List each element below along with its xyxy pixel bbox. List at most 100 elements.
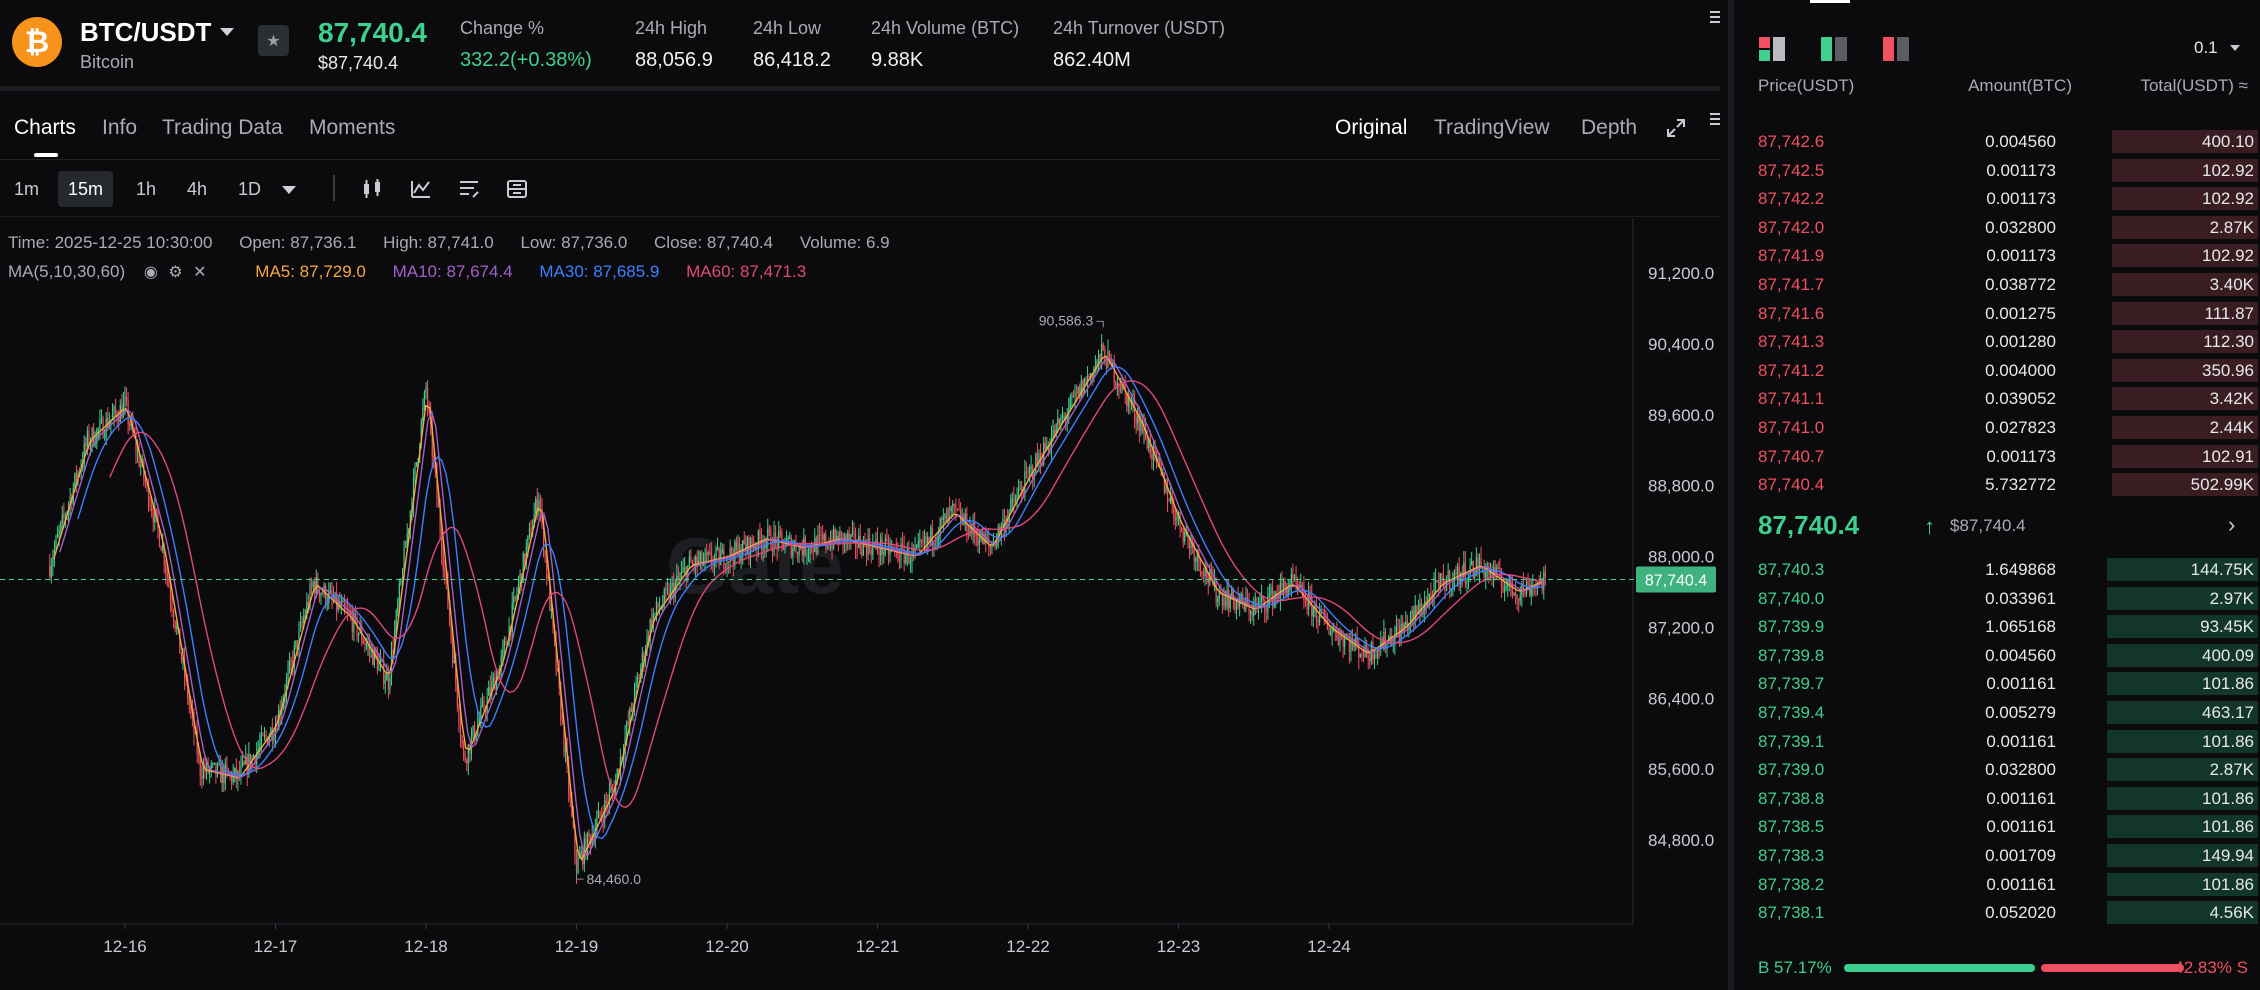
candle-body: [1218, 592, 1220, 599]
interval-dropdown-chevron-icon[interactable]: [282, 186, 296, 194]
more-menu-icon[interactable]: [1710, 8, 1722, 28]
ask-row[interactable]: 87,742.5 0.001173 102.92: [1734, 156, 2260, 185]
candle-body: [1193, 547, 1195, 562]
candle-body: [1157, 458, 1159, 460]
orderbook-asks-icon[interactable]: [1882, 36, 1910, 62]
candle-body: [836, 535, 838, 541]
candle-body: [1055, 424, 1057, 437]
favorite-star-button[interactable]: ★: [258, 25, 289, 56]
tab-moments[interactable]: Moments: [309, 116, 396, 139]
bid-row[interactable]: 87,739.7 0.001161 101.86: [1734, 669, 2260, 698]
candle-body: [268, 737, 270, 745]
candle-body: [314, 581, 316, 594]
candle-body: [1436, 580, 1438, 583]
candle-body: [912, 548, 915, 552]
bid-row[interactable]: 87,739.9 1.065168 93.45K: [1734, 612, 2260, 641]
bid-row[interactable]: 87,739.8 0.004560 400.09: [1734, 641, 2260, 670]
candle-body: [1369, 658, 1371, 662]
candle-body: [1159, 458, 1161, 466]
view-depth[interactable]: Depth: [1581, 116, 1638, 139]
price-chart[interactable]: Gate 91,200.0 90,400.0 89,600.0 88,800.0 88,0…: [0, 218, 1720, 990]
candle-body: [707, 552, 709, 555]
ask-row[interactable]: 87,741.9 0.001173 102.92: [1734, 241, 2260, 270]
bids-list: 87,740.3 1.649868 144.75K 87,740.0 0.033961 2…: [1734, 555, 2260, 927]
ask-row[interactable]: 87,741.7 0.038772 3.40K: [1734, 270, 2260, 299]
bid-row[interactable]: 87,738.3 0.001709 149.94: [1734, 841, 2260, 870]
bid-row[interactable]: 87,740.0 0.033961 2.97K: [1734, 584, 2260, 613]
candle-body: [365, 644, 368, 646]
ask-row[interactable]: 87,741.3 0.001280 112.30: [1734, 327, 2260, 356]
bid-row[interactable]: 87,739.4 0.005279 463.17: [1734, 698, 2260, 727]
indicators-icon[interactable]: [409, 177, 433, 201]
candle-body: [1243, 601, 1245, 611]
tab-info[interactable]: Info: [102, 116, 138, 139]
view-tradingview[interactable]: TradingView: [1434, 116, 1550, 139]
orderbook-both-icon[interactable]: [1758, 36, 1786, 62]
bid-row[interactable]: 87,739.1 0.001161 101.86: [1734, 727, 2260, 756]
candle-body: [231, 773, 233, 783]
candle-body: [55, 537, 57, 549]
candle-body: [215, 762, 217, 776]
candle-body: [431, 423, 433, 457]
candle-body: [409, 511, 411, 529]
candle-body: [903, 545, 905, 563]
ask-row[interactable]: 87,741.0 0.027823 2.44K: [1734, 413, 2260, 442]
bid-row[interactable]: 87,738.1 0.052020 4.56K: [1734, 898, 2260, 927]
chevron-down-icon[interactable]: [2230, 45, 2240, 51]
candle-body: [1314, 604, 1316, 608]
candle-body: [287, 670, 289, 680]
interval-15m[interactable]: 15m: [58, 171, 114, 207]
col-total[interactable]: Total(USDT) ≈: [2140, 76, 2248, 95]
candle-body: [1279, 582, 1282, 600]
ask-row[interactable]: 87,742.0 0.032800 2.87K: [1734, 213, 2260, 242]
interval-1m[interactable]: 1m: [14, 179, 40, 199]
candle-body: [807, 552, 810, 554]
candle-body: [1202, 574, 1205, 576]
candle-body: [1500, 579, 1503, 587]
candle-body: [1453, 572, 1456, 582]
chart-settings-icon[interactable]: [457, 177, 481, 201]
ask-row[interactable]: 87,741.2 0.004000 350.96: [1734, 356, 2260, 385]
eye-icon[interactable]: ◉: [143, 264, 158, 281]
gear-icon[interactable]: ⚙: [168, 264, 183, 281]
candle-body: [362, 641, 364, 644]
candle-body: [633, 687, 636, 709]
layout-icon[interactable]: [505, 177, 529, 201]
candlestick-icon[interactable]: [360, 177, 384, 201]
ask-row[interactable]: 87,740.4 5.732772 502.99K: [1734, 470, 2260, 499]
ask-row[interactable]: 87,742.6 0.004560 400.10: [1734, 127, 2260, 156]
ask-depth-bar: [2112, 301, 2258, 325]
view-original[interactable]: Original: [1335, 116, 1408, 139]
candle-body: [726, 561, 728, 569]
ask-row[interactable]: 87,741.6 0.001275 111.87: [1734, 299, 2260, 328]
tab-trading-data[interactable]: Trading Data: [162, 116, 283, 139]
candle-body: [851, 530, 854, 535]
candle-body: [394, 629, 396, 652]
ask-row[interactable]: 87,741.1 0.039052 3.42K: [1734, 384, 2260, 413]
ask-row[interactable]: 87,742.2 0.001173 102.92: [1734, 184, 2260, 213]
candle-body: [58, 530, 60, 535]
panel-menu-icon[interactable]: [1710, 110, 1722, 128]
orderbook-bids-icon[interactable]: [1820, 36, 1848, 62]
ask-row[interactable]: 87,740.7 0.001173 102.91: [1734, 442, 2260, 471]
candle-body: [1278, 595, 1280, 600]
chevron-right-icon[interactable]: ›: [2228, 512, 2236, 537]
fullscreen-icon[interactable]: [1666, 118, 1686, 138]
interval-1d[interactable]: 1D: [238, 179, 262, 199]
interval-1h[interactable]: 1h: [136, 179, 157, 199]
bid-row[interactable]: 87,738.8 0.001161 101.86: [1734, 784, 2260, 813]
bid-row[interactable]: 87,738.5 0.001161 101.86: [1734, 812, 2260, 841]
stat-label: Change %: [460, 18, 545, 38]
bid-row[interactable]: 87,738.2 0.001161 101.86: [1734, 870, 2260, 899]
chevron-down-icon[interactable]: [220, 28, 234, 36]
tab-charts[interactable]: Charts: [14, 116, 76, 139]
candle-body: [737, 544, 739, 551]
candle-body: [298, 629, 300, 650]
price-step-select[interactable]: 0.1: [2194, 38, 2218, 57]
chart-canvas[interactable]: Gate91,200.090,400.089,600.088,800.088,0…: [0, 218, 1720, 990]
bid-row[interactable]: 87,739.0 0.032800 2.87K: [1734, 755, 2260, 784]
interval-4h[interactable]: 4h: [187, 179, 208, 199]
close-icon[interactable]: ✕: [193, 264, 207, 281]
pair-selector[interactable]: BTC/USDT: [80, 17, 212, 47]
bid-row[interactable]: 87,740.3 1.649868 144.75K: [1734, 555, 2260, 584]
